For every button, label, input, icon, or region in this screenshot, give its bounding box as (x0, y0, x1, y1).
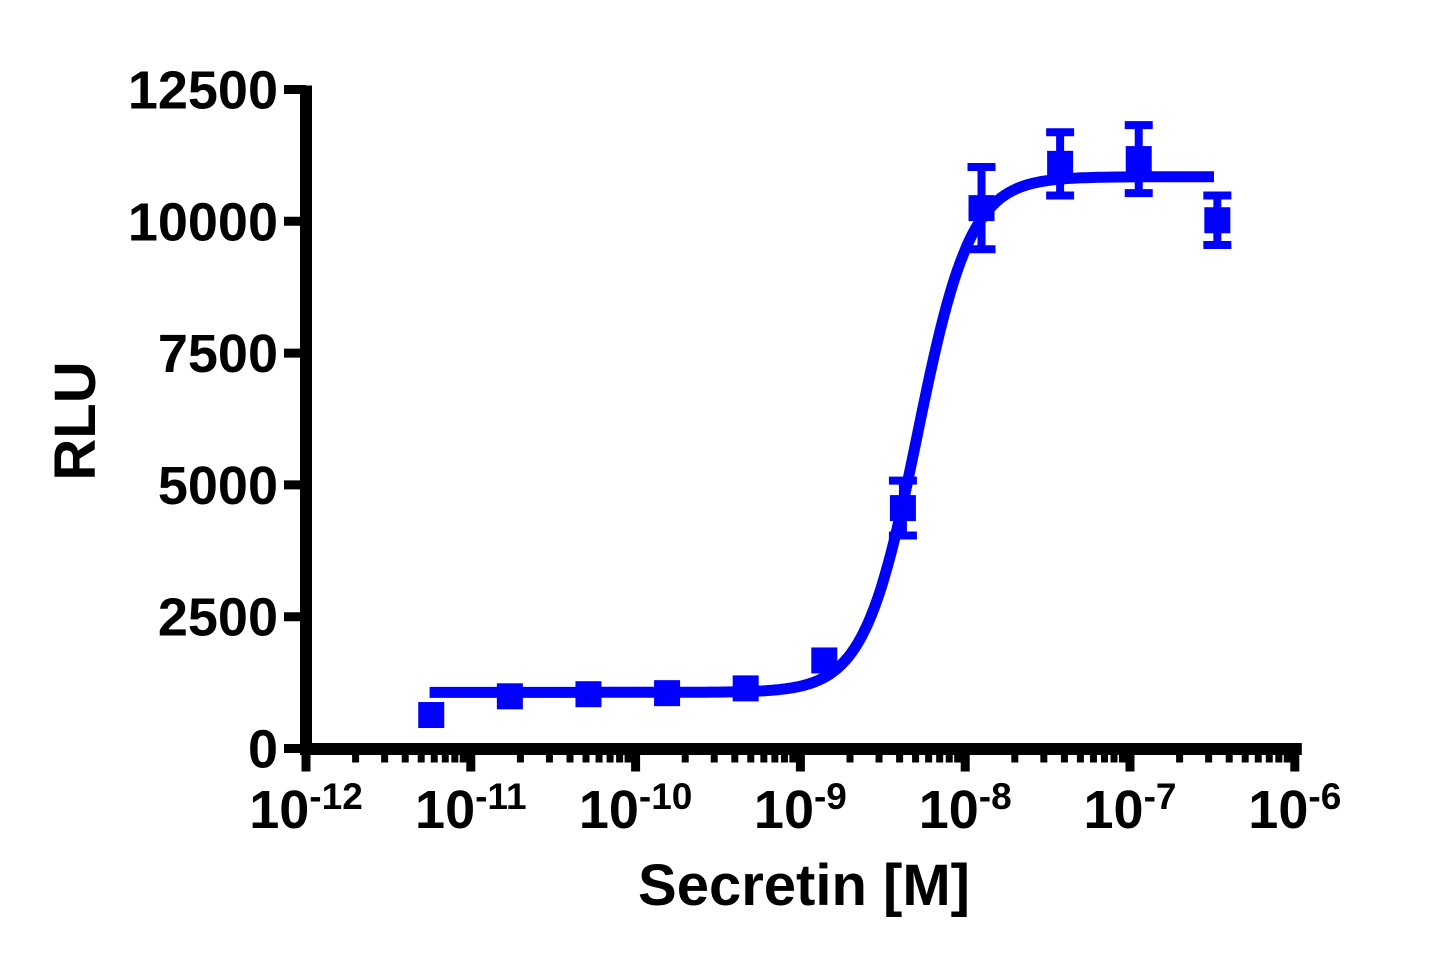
x-tick-label: 10-11 (415, 776, 527, 840)
y-tick-label: 10000 (128, 192, 278, 252)
data-point-marker (496, 683, 523, 710)
data-point-marker (968, 195, 995, 222)
y-tick-label: 12500 (128, 61, 278, 121)
fit-curve (427, 171, 1217, 698)
x-tick-label: 10-7 (1084, 776, 1177, 840)
data-point-marker (811, 647, 838, 674)
y-tick-label: 0 (248, 720, 278, 780)
data-point-marker (1047, 150, 1074, 177)
y-axis-title: RLU (43, 361, 108, 481)
data-point-marker (732, 675, 759, 702)
data-point-marker (575, 681, 602, 708)
x-tick-label: 10-12 (249, 776, 363, 840)
data-point-marker (418, 702, 445, 729)
y-tick-label: 7500 (158, 324, 278, 384)
x-tick-label: 10-8 (919, 776, 1012, 840)
data-point-marker (1204, 207, 1231, 234)
y-tick-label: 5000 (158, 456, 278, 516)
data-point-marker (1125, 146, 1152, 173)
x-tick-label: 10-9 (754, 776, 847, 840)
x-axis-title: Secretin [M] (638, 853, 970, 918)
y-tick-label: 2500 (158, 588, 278, 648)
x-tick-label: 10-10 (579, 776, 693, 840)
data-point-marker (889, 495, 916, 522)
data-point-marker (654, 680, 681, 707)
x-tick-label: 10-6 (1248, 776, 1341, 840)
